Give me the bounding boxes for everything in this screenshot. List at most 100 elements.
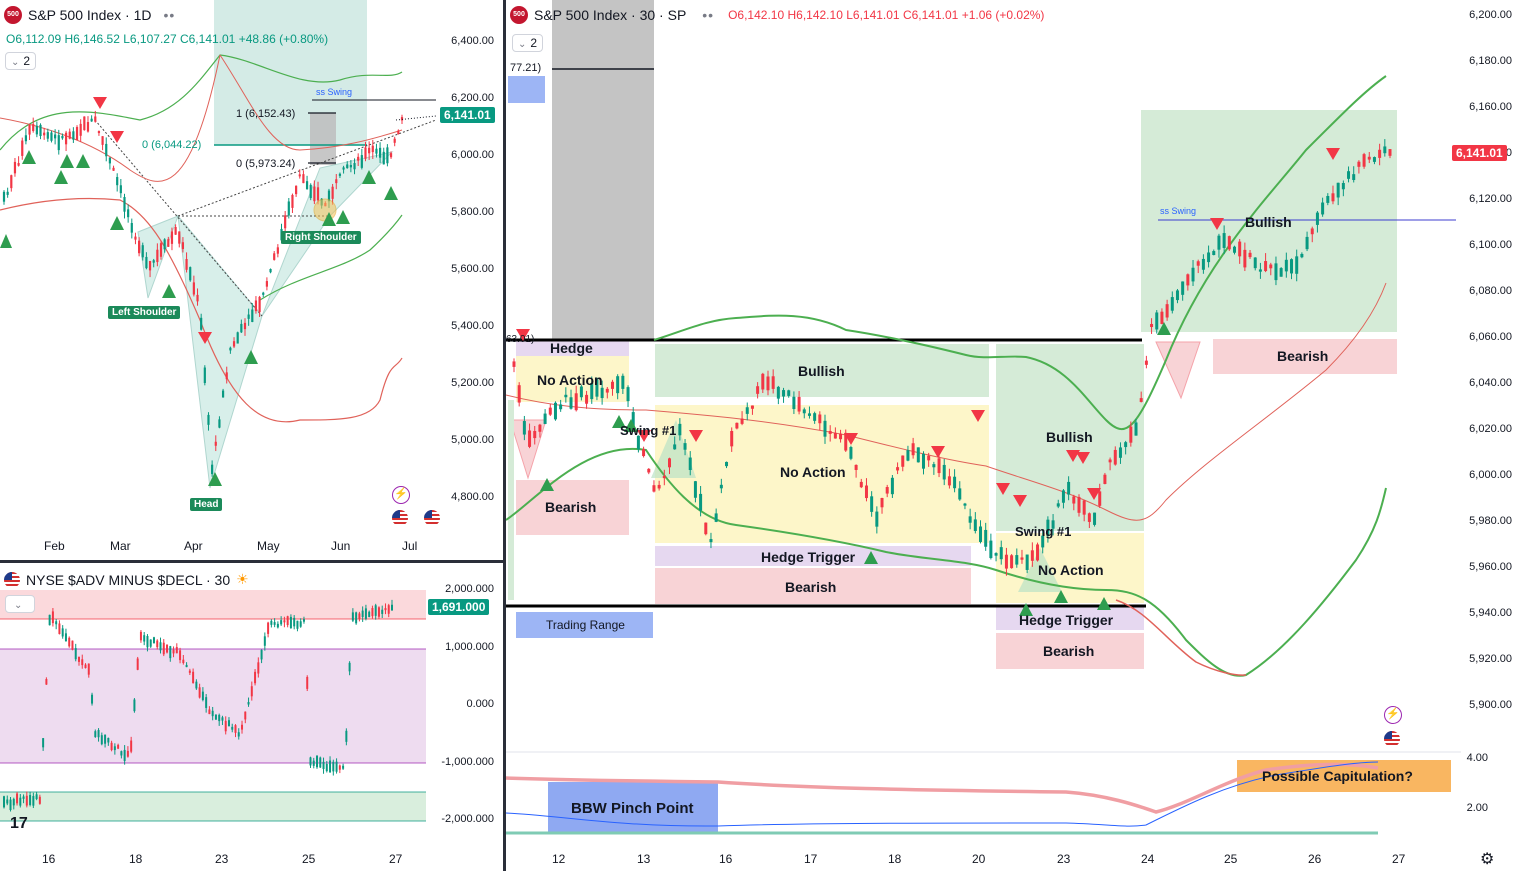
candle-body [35,794,38,800]
y-tick-label: 5,980.00 [1469,515,1512,527]
candle-body [91,694,94,704]
us-flag-icon[interactable] [1384,731,1400,747]
candle-body [896,467,900,471]
us-flag-icon[interactable] [424,510,441,526]
y-tick-label: 6,160.00 [1469,101,1512,113]
candle-body [1352,174,1356,181]
candle-body [117,744,120,749]
us-flag-icon[interactable] [392,510,408,526]
candle-body [585,394,589,404]
y-tick-label: 5,400.00 [451,320,494,332]
y-tick-label: 5,920.00 [1469,653,1512,665]
candle-body [979,526,983,542]
y-tick-label: 5,000.00 [451,434,494,446]
right-shoulder-triangle [261,151,394,317]
intraday-chart-svg[interactable] [506,0,1518,871]
candle-body [1181,281,1185,295]
candle-body [590,382,594,400]
breadth-collapse-chip[interactable]: ⌄ [5,595,36,613]
candle-body [569,397,573,409]
tradingview-logo[interactable]: 17 [10,815,28,832]
daily-header[interactable]: 500 S&P 500 Index · 1D •• [4,6,175,24]
x-tick-label: 23 [1057,852,1071,866]
candle-body [916,447,920,463]
candle-body [1129,426,1133,443]
candle-body [968,516,972,523]
trend-dotted [94,119,263,317]
candle-body [543,413,547,424]
settings-gear-icon[interactable]: ⚙ [1480,851,1495,868]
candle-body [162,642,165,655]
no-action-label: No Action [537,372,603,388]
breadth-chart-svg[interactable] [0,563,504,871]
more-options-icon[interactable]: •• [702,7,715,23]
intraday-title[interactable]: S&P 500 Index · 30 · SP [534,7,687,23]
candle-body [921,453,925,469]
x-tick-label: 16 [42,852,56,866]
panel-divider-horizontal[interactable] [0,560,504,563]
breadth-title[interactable]: NYSE $ADV MINUS $DECL · 30 [26,571,231,588]
candle-body [1357,161,1361,167]
candle-body [844,432,848,451]
candle-body [349,164,352,168]
candle-body [126,750,129,757]
breadth-chart-panel[interactable]: NYSE $ADV MINUS $DECL · 30 ☀ ⌄ 2,000.000… [0,563,504,871]
candle-body [1186,274,1190,286]
candle-body [287,201,290,216]
panel-divider-vertical[interactable] [503,0,506,871]
daily-chart-panel[interactable]: 1 (6,152.43) 0 (6,044.22) 0 (5,973.24) s… [0,0,504,560]
breadth-header[interactable]: NYSE $ADV MINUS $DECL · 30 ☀ [4,571,249,588]
candle-body [668,458,672,468]
y-tick-label: 5,800.00 [451,206,494,218]
candle-body [145,256,148,269]
x-tick-label: Feb [44,539,65,553]
candle-body [1383,146,1387,154]
candle-body [38,796,41,804]
candle-body [579,386,583,398]
intraday-header[interactable]: 500 S&P 500 Index · 30 · SP •• O6,142.10… [510,6,1044,24]
candle-body [286,616,289,626]
candle-body [250,686,253,697]
candle-body [16,793,19,804]
candle-body [12,798,15,806]
daily-layout-chip[interactable]: ⌄ 2 [5,52,37,70]
candle-body [58,623,61,635]
candle-body [756,386,760,394]
candle-body [1191,267,1195,282]
bbw-line [506,762,1379,814]
y-tick-label: 0.000 [466,698,494,710]
candle-body [1134,422,1138,436]
candle-body [374,605,377,616]
candle-body [1150,323,1154,328]
candle-body [260,649,263,660]
candle-body [335,179,338,184]
swing-label: Swing #1 [1015,524,1072,539]
daily-chart-svg[interactable]: 1 (6,152.43) 0 (6,044.22) 0 (5,973.24) s… [0,0,504,560]
candle-body [68,131,71,139]
candle-body [942,464,946,480]
y-tick-label: 5,600.00 [451,263,494,275]
bearish-zone [1213,339,1397,374]
candle-body [313,186,316,202]
candle-body [75,127,79,141]
candle-body [1295,256,1299,274]
candle-body [642,449,646,457]
candle-body [6,191,9,195]
candle-body [86,122,90,132]
candle-body [198,687,201,698]
intraday-chart-panel[interactable]: 500 S&P 500 Index · 30 · SP •• O6,142.10… [506,0,1518,871]
lightning-icon[interactable]: ⚡ [392,486,410,504]
candle-body [574,393,578,411]
intraday-layout-chip[interactable]: ⌄ 2 [512,34,544,52]
candle-body [958,488,962,500]
candle-body [251,309,254,323]
bbw-pinch-label: BBW Pinch Point [571,800,694,817]
more-options-icon[interactable]: •• [163,7,176,23]
lightning-icon[interactable]: ⚡ [1384,706,1402,724]
candle-body [254,671,257,684]
candle-body [1284,259,1288,272]
daily-title[interactable]: S&P 500 Index · 1D [28,7,152,23]
candle-body [254,300,258,312]
x-tick-label: 16 [719,852,733,866]
